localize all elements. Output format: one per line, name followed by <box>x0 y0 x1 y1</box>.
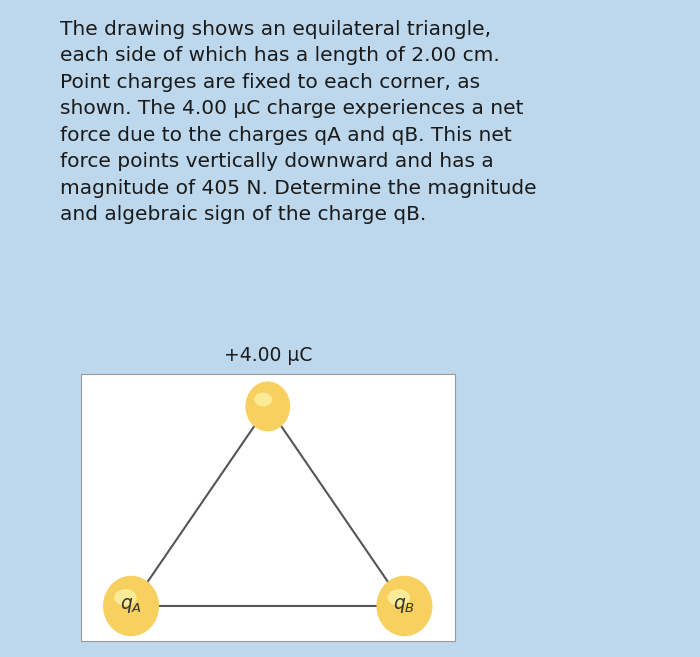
Text: +4.00 μC: +4.00 μC <box>223 346 312 365</box>
Ellipse shape <box>103 576 159 636</box>
FancyBboxPatch shape <box>80 374 455 641</box>
Ellipse shape <box>245 382 290 432</box>
Ellipse shape <box>377 576 433 636</box>
Text: $q_A$: $q_A$ <box>120 597 142 616</box>
Ellipse shape <box>114 589 136 606</box>
Text: $q_B$: $q_B$ <box>393 597 416 616</box>
Ellipse shape <box>388 589 410 606</box>
Text: The drawing shows an equilateral triangle,
each side of which has a length of 2.: The drawing shows an equilateral triangl… <box>60 20 536 224</box>
Ellipse shape <box>254 393 272 406</box>
